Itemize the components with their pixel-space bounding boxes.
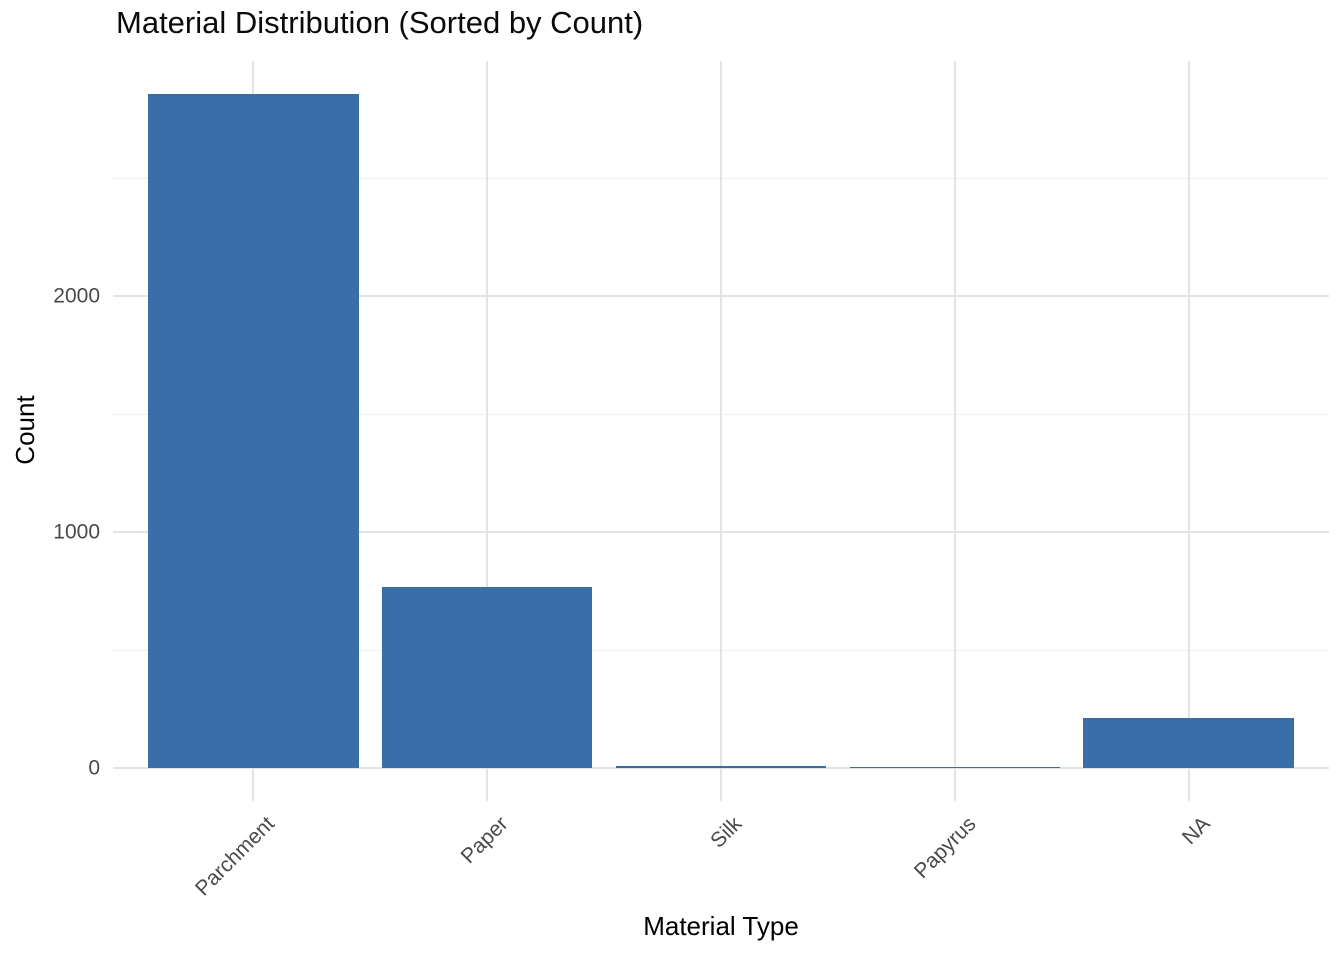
x-axis-title: Material Type: [643, 911, 799, 941]
bar-paper: [381, 586, 593, 768]
gridline-x: [486, 61, 489, 801]
bar-parchment: [148, 93, 359, 768]
gridline-x: [953, 61, 956, 801]
bar-na: [1083, 718, 1294, 768]
y-tick-label: 0: [88, 756, 100, 780]
bar-papyrus: [849, 766, 1061, 768]
chart-title: Material Distribution (Sorted by Count): [116, 5, 644, 40]
gridline-x: [1187, 61, 1190, 801]
y-tick-label: 2000: [53, 284, 100, 308]
bar-silk: [615, 766, 827, 768]
x-tick-label: Papyrus: [909, 812, 981, 884]
x-tick-label: Parchment: [190, 812, 279, 901]
y-tick-label: 1000: [53, 520, 100, 544]
x-tick-label: NA: [1177, 812, 1215, 850]
x-tick-label: Paper: [456, 812, 513, 869]
x-tick-label: Silk: [706, 812, 747, 853]
gridline-x: [720, 61, 722, 801]
